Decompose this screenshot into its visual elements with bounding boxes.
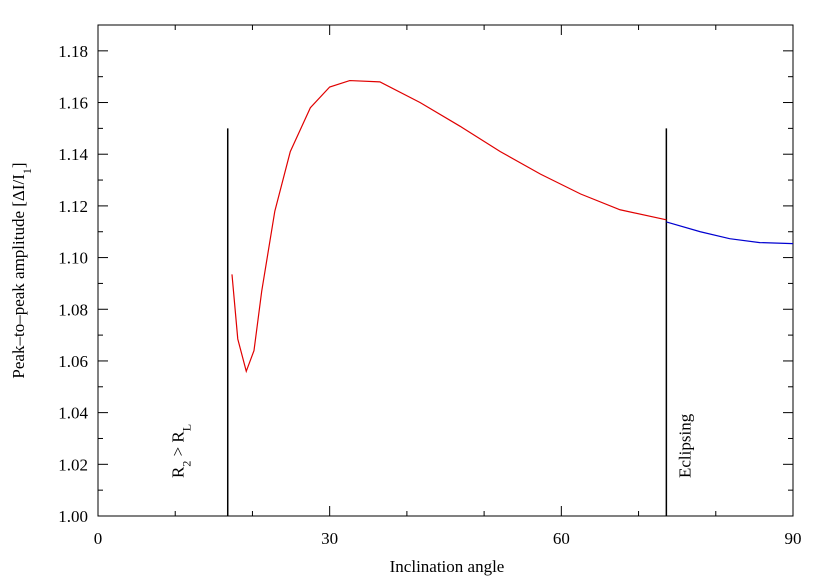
y-tick-label: 1.12 [58,197,88,216]
y-tick-label: 1.04 [58,404,88,423]
x-tick-label: 30 [321,529,338,548]
text-part: ] [9,162,28,168]
x-tick-label: 60 [553,529,570,548]
text-part: Peak–to–peak amplitude [ΔI/I [9,174,28,379]
y-tick-label: 1.14 [58,145,88,164]
y-tick-label: 1.08 [58,300,88,319]
y-tick-label: 1.18 [58,42,88,61]
subscript: 2 [180,461,194,467]
x-tick-label: 90 [785,529,802,548]
data-line [231,79,667,374]
y-tick-label: 1.00 [58,507,88,526]
x-axis-label: Inclination angle [390,557,505,576]
plot-frame [97,24,794,517]
x-tick-label: 0 [94,529,103,548]
y-axis-label: Peak–to–peak amplitude [ΔI/I1] [9,162,34,378]
y-tick-label: 1.10 [58,249,88,268]
text-part: R [169,466,188,478]
y-tick-label: 1.16 [58,94,88,113]
y-tick-label: 1.02 [58,455,88,474]
subscript: 1 [20,168,34,174]
data-line [666,221,794,245]
text-part: Eclipsing [675,413,694,478]
subscript: L [180,424,194,431]
annotation: Eclipsing [675,413,694,478]
text-part: > R [169,431,188,461]
y-tick-label: 1.06 [58,352,88,371]
annotation: R2 > RL [169,424,194,478]
